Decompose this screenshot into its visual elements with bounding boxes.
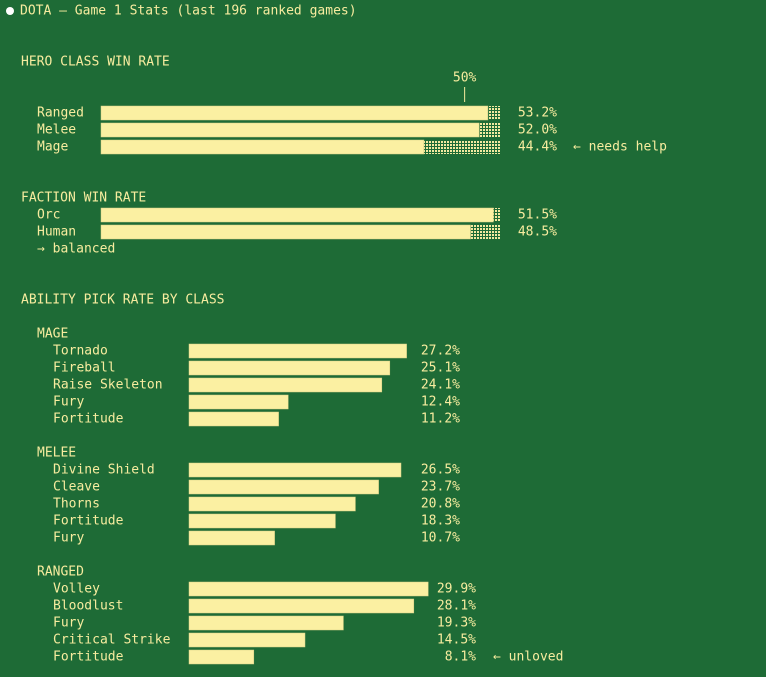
value-label: 28.1% xyxy=(437,599,476,614)
category-label: Fury xyxy=(53,395,84,410)
section-heading: ABILITY PICK RATE BY CLASS xyxy=(21,293,225,308)
value-label: 44.4% xyxy=(518,140,557,155)
value-label: 25.1% xyxy=(421,361,460,376)
bar-remainder xyxy=(479,123,501,137)
value-label: 11.2% xyxy=(421,412,460,427)
bar xyxy=(188,360,391,376)
window-title: DOTA — Game 1 Stats (last 196 ranked gam… xyxy=(20,4,357,19)
annotation: ← needs help xyxy=(573,140,667,155)
bar-remainder xyxy=(423,140,501,154)
value-label: 48.5% xyxy=(518,225,557,240)
annotation: → balanced xyxy=(37,242,115,257)
bar xyxy=(188,496,356,512)
bar xyxy=(100,105,489,121)
value-label: 29.9% xyxy=(437,582,476,597)
value-label: 53.2% xyxy=(518,106,557,121)
bar-remainder xyxy=(470,225,501,239)
category-label: Thorns xyxy=(53,497,100,512)
bar xyxy=(188,479,379,495)
bar xyxy=(188,394,289,410)
value-label: 20.8% xyxy=(421,497,460,512)
bar xyxy=(188,411,279,427)
bar xyxy=(100,139,425,155)
reference-label: 50% xyxy=(453,71,477,86)
bar xyxy=(188,632,306,648)
category-label: Ranged xyxy=(37,106,84,121)
chart-title: RANGED xyxy=(37,565,84,580)
category-label: Cleave xyxy=(53,480,100,495)
value-label: 24.1% xyxy=(421,378,460,393)
value-label: 52.0% xyxy=(518,123,557,138)
bar xyxy=(188,513,336,529)
value-label: 51.5% xyxy=(518,208,557,223)
category-label: Divine Shield xyxy=(53,463,155,478)
category-label: Fury xyxy=(53,616,84,631)
category-label: Volley xyxy=(53,582,100,597)
category-label: Mage xyxy=(37,140,68,155)
bar-remainder xyxy=(493,208,501,222)
category-label: Fortitude xyxy=(53,650,124,665)
category-label: Critical Strike xyxy=(53,633,171,648)
category-label: Fury xyxy=(53,531,84,546)
bar xyxy=(188,598,415,614)
bar xyxy=(100,207,494,223)
value-label: 8.1% xyxy=(445,650,476,665)
bar xyxy=(188,581,429,597)
status-dot xyxy=(6,7,14,15)
category-label: Bloodlust xyxy=(53,599,123,614)
category-label: Fortitude xyxy=(53,412,124,427)
category-label: Orc xyxy=(37,208,60,223)
chart-title: FACTION WIN RATE xyxy=(21,191,146,206)
value-label: 27.2% xyxy=(421,344,460,359)
value-label: 26.5% xyxy=(421,463,460,478)
bar xyxy=(100,122,480,138)
category-label: Fireball xyxy=(53,361,116,376)
bar-remainder xyxy=(487,106,501,120)
value-label: 19.3% xyxy=(437,616,476,631)
bar xyxy=(188,530,275,546)
annotation: ← unloved xyxy=(493,650,563,665)
bar xyxy=(188,649,255,665)
value-label: 14.5% xyxy=(437,633,476,648)
bar xyxy=(188,462,402,478)
value-label: 10.7% xyxy=(421,531,460,546)
chart-title: MELEE xyxy=(37,446,76,461)
bar xyxy=(100,224,471,240)
category-label: Raise Skeleton xyxy=(53,378,163,393)
category-label: Fortitude xyxy=(53,514,124,529)
value-label: 12.4% xyxy=(421,395,460,410)
chart-title: HERO CLASS WIN RATE xyxy=(21,55,170,70)
value-label: 23.7% xyxy=(421,480,460,495)
bar xyxy=(188,343,407,359)
category-label: Human xyxy=(37,225,76,240)
category-label: Tornado xyxy=(53,344,108,359)
bar xyxy=(188,377,383,393)
value-label: 18.3% xyxy=(421,514,460,529)
bar xyxy=(188,615,344,631)
chart-title: MAGE xyxy=(37,327,68,342)
category-label: Melee xyxy=(37,123,76,138)
